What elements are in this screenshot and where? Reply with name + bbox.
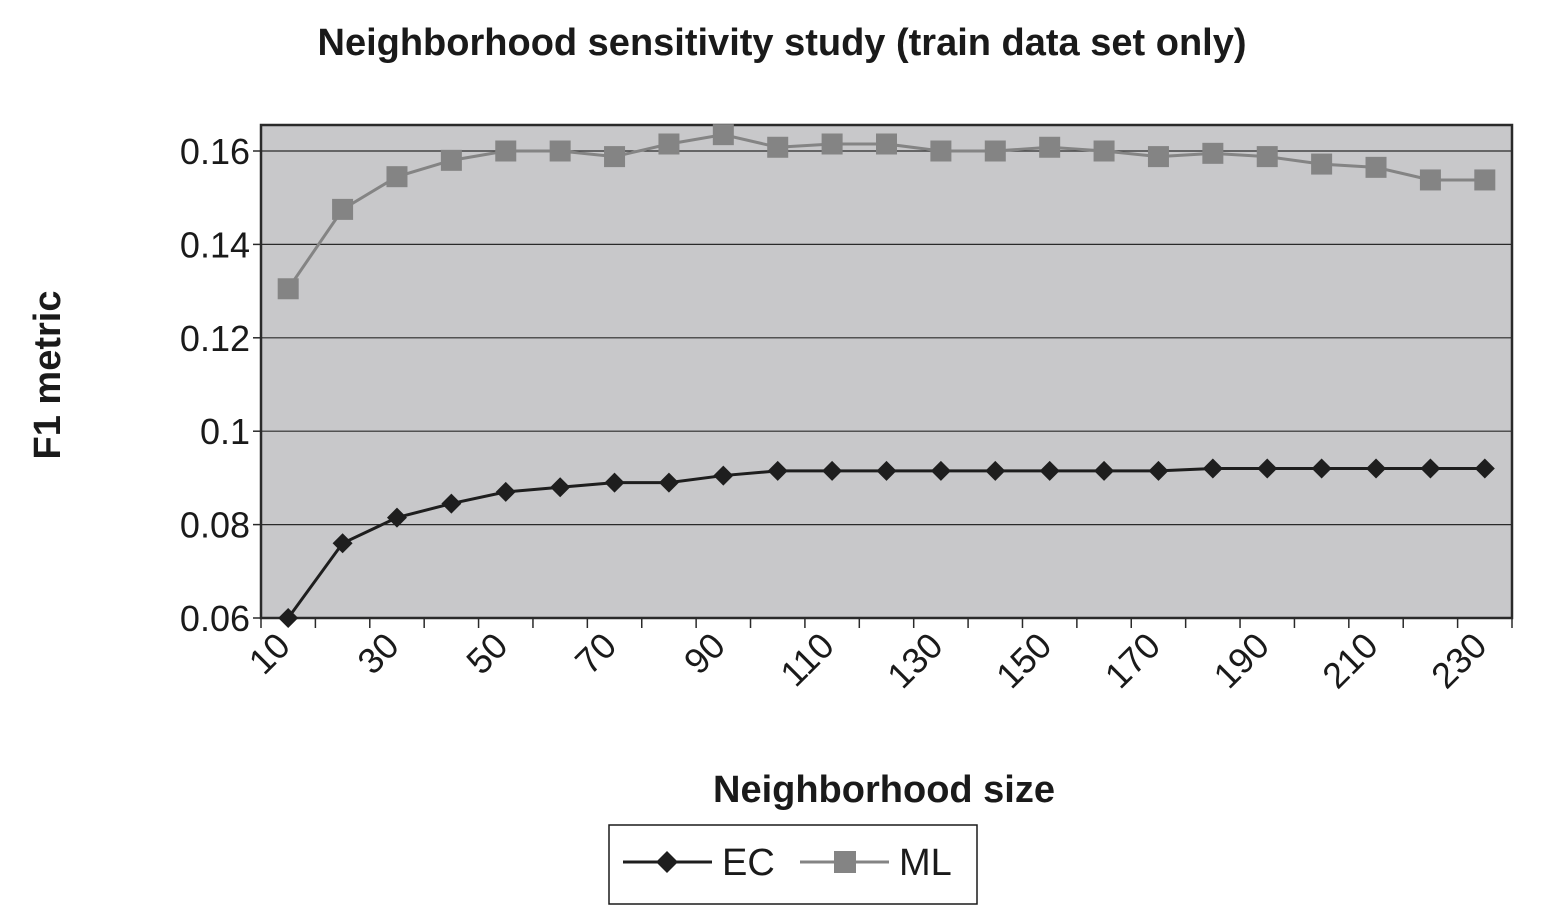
legend: EC ML <box>608 824 978 905</box>
data-point-ml <box>1256 146 1278 168</box>
data-point-ml <box>1202 142 1224 164</box>
y-tick-label: 0.16 <box>180 131 250 172</box>
series-layer <box>277 124 1496 628</box>
x-tick-label: 110 <box>772 625 842 695</box>
data-point-ec <box>930 460 951 481</box>
data-point-ml <box>821 133 843 155</box>
x-tick-label: 190 <box>1205 625 1276 696</box>
series-ec <box>278 458 1495 628</box>
data-point-ec <box>1474 458 1495 479</box>
data-point-ec <box>1257 458 1278 479</box>
x-axis-title: Neighborhood size <box>713 769 1055 811</box>
plot-background <box>261 125 1512 618</box>
data-point-ml <box>1365 156 1387 178</box>
x-tick-label: 130 <box>879 625 950 696</box>
data-point-ec <box>985 460 1006 481</box>
legend-diamond-marker <box>656 851 678 873</box>
x-tick-label: 50 <box>458 625 515 682</box>
y-tick-label: 0.12 <box>180 318 250 359</box>
legend-item-ml: ML <box>800 842 952 884</box>
data-point-ml <box>386 166 408 188</box>
chart-title: Neighborhood sensitivity study (train da… <box>318 22 1247 64</box>
data-point-ec <box>1311 458 1332 479</box>
data-point-ec <box>767 460 788 481</box>
legend-square-marker <box>834 851 856 873</box>
data-point-ec <box>278 608 299 628</box>
y-axis-title: F1 metric <box>27 291 69 460</box>
x-tick-label: 70 <box>567 625 624 682</box>
data-point-ml <box>440 149 462 171</box>
data-point-ml <box>1039 136 1061 158</box>
data-point-ec <box>1366 458 1387 479</box>
data-point-ec <box>713 465 734 486</box>
data-point-ml <box>1419 169 1441 191</box>
data-point-ec <box>876 460 897 481</box>
data-point-ml <box>1311 153 1333 175</box>
data-point-ec <box>604 472 625 493</box>
data-point-ec <box>550 477 571 498</box>
data-point-ec <box>1094 460 1115 481</box>
x-tick-label: 170 <box>1097 625 1168 696</box>
y-tick-label: 0.14 <box>180 224 250 265</box>
data-point-ec <box>1039 460 1060 481</box>
data-point-ec <box>1202 458 1223 479</box>
data-point-ml <box>332 198 354 220</box>
data-point-ml <box>604 146 626 168</box>
data-point-ec <box>386 507 407 528</box>
data-point-ml <box>277 278 299 300</box>
data-point-ec <box>822 460 843 481</box>
x-tick-label: 150 <box>988 625 1059 696</box>
plot-frame <box>259 123 1514 620</box>
data-point-ml <box>767 136 789 158</box>
legend-item-ec: EC <box>623 842 775 884</box>
data-point-ec <box>658 472 679 493</box>
data-point-ec <box>1148 460 1169 481</box>
x-tick-label: 230 <box>1423 625 1494 696</box>
x-axis-tick-labels: 10 30 50 70 90 110 130 150 170 190 210 230 <box>241 625 1495 696</box>
data-point-ml <box>658 133 680 155</box>
plot-area: 0.160.140.120.10.080.06 10 30 50 70 90 110 130… <box>180 123 1514 696</box>
series-ml <box>277 124 1496 300</box>
data-point-ml <box>1147 146 1169 168</box>
data-point-ec <box>441 493 462 514</box>
data-point-ml <box>984 140 1006 162</box>
x-axis-ticks <box>260 618 1513 628</box>
y-tick-label: 0.06 <box>180 598 250 639</box>
y-tick-label: 0.1 <box>200 411 250 452</box>
x-tick-label: 90 <box>676 625 733 682</box>
data-point-ml <box>712 124 734 146</box>
gridlines <box>253 150 1512 619</box>
legend-label-ml: ML <box>899 842 952 884</box>
x-tick-label: 210 <box>1314 625 1385 696</box>
y-axis-tick-labels: 0.16 0.14 0.12 0.1 0.08 0.06 <box>180 131 250 639</box>
y-tick-label: 0.08 <box>180 505 250 546</box>
legend-label-ec: EC <box>722 842 775 884</box>
data-point-ml <box>1474 169 1496 191</box>
data-point-ml <box>549 140 571 162</box>
data-point-ec <box>495 481 516 502</box>
data-point-ml <box>495 140 517 162</box>
data-point-ml <box>1093 140 1115 162</box>
data-point-ec <box>1420 458 1441 479</box>
data-point-ec <box>332 533 353 554</box>
data-point-ml <box>930 140 952 162</box>
data-point-ml <box>876 133 897 155</box>
x-tick-label: 30 <box>349 625 406 682</box>
